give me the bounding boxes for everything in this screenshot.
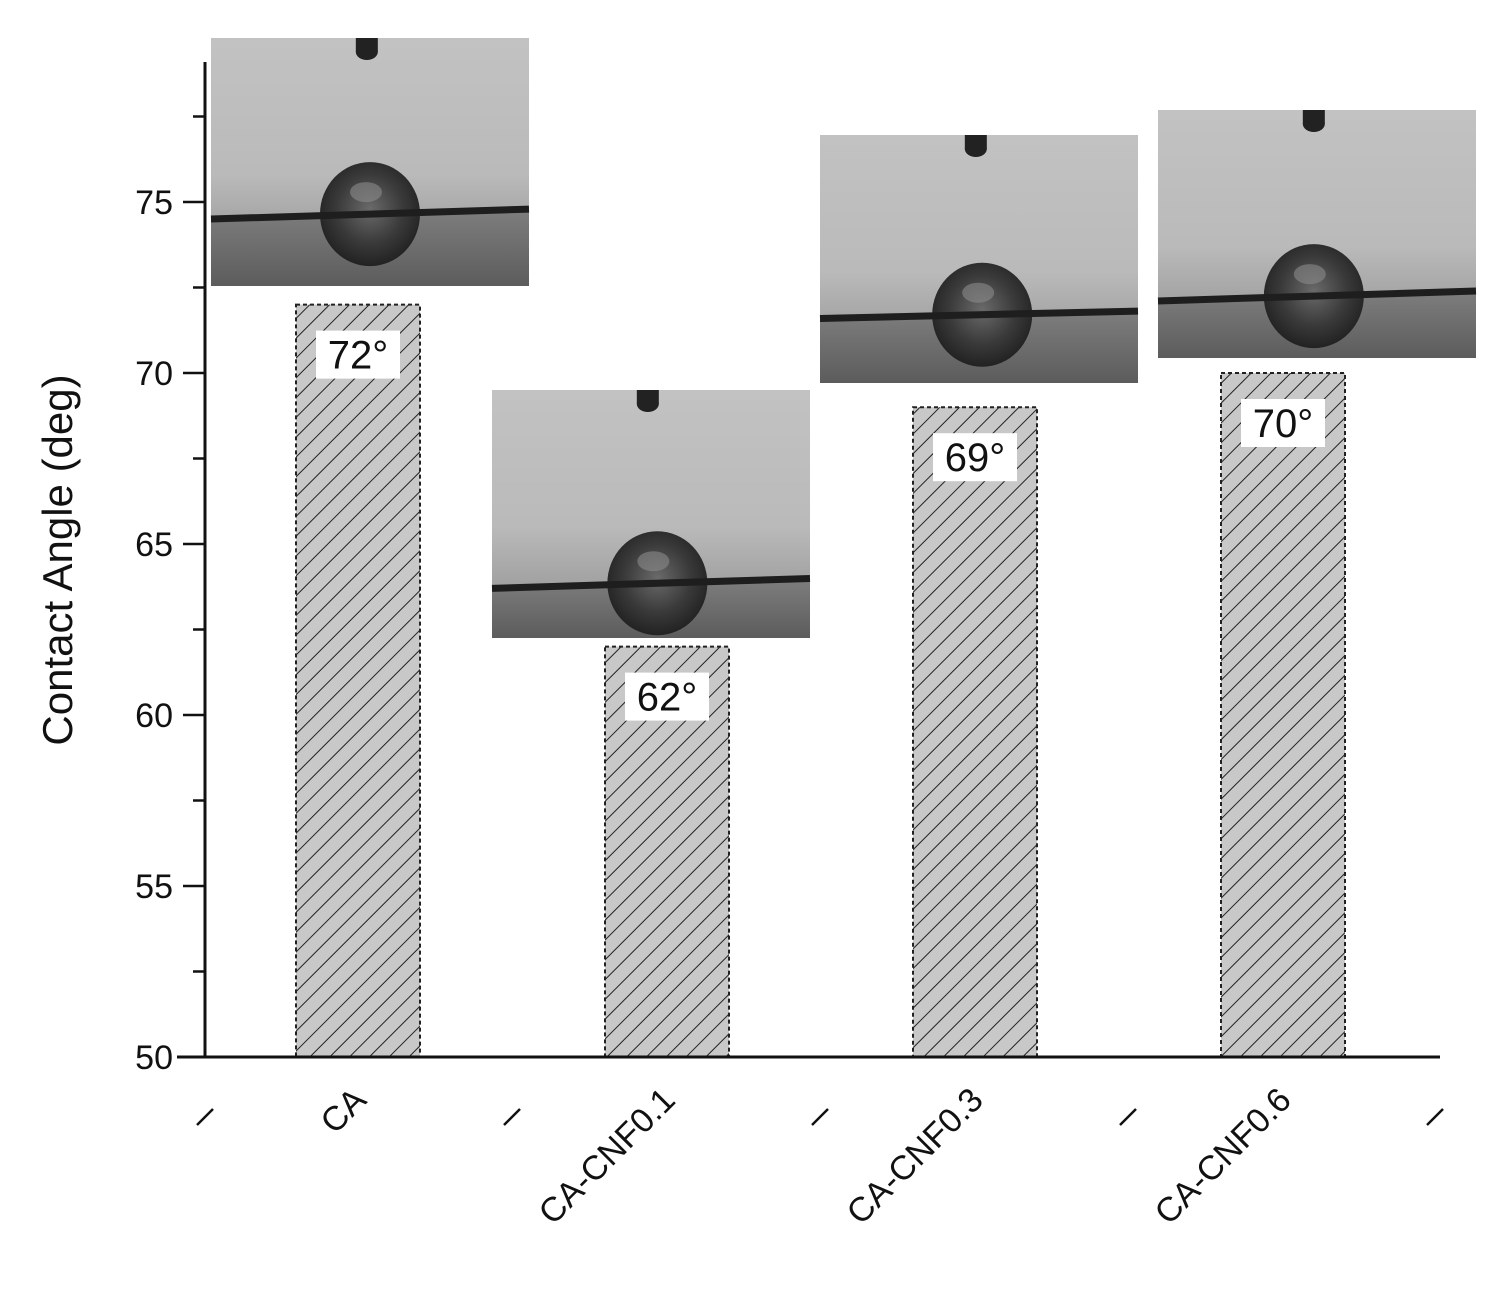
- inset-baseline: [210, 205, 530, 223]
- droplet-inset-3: [819, 135, 1139, 383]
- droplet-highlight: [1293, 264, 1326, 285]
- y-tick-label: 75: [135, 184, 173, 222]
- value-label-bg: [625, 672, 709, 721]
- droplet-inset-1: [210, 38, 530, 286]
- droplet-highlight: [962, 282, 995, 303]
- y-tick-label: 60: [135, 697, 173, 735]
- inset-baseline: [1157, 287, 1477, 305]
- bars-layer: [295, 303, 1346, 1059]
- value-label: 62°: [637, 676, 698, 720]
- droplet-inset-2: [491, 390, 811, 638]
- needle-tip: [355, 44, 378, 60]
- inset-baseline: [819, 307, 1139, 323]
- value-label-bg: [316, 330, 400, 379]
- x-tick: [811, 1108, 829, 1126]
- value-label: 69°: [945, 436, 1006, 480]
- inset-baseline: [491, 574, 811, 592]
- value-labels-layer: 72° 62° 69° 70°: [316, 330, 1325, 721]
- bar-ca: [295, 303, 421, 1059]
- needle-tip: [964, 141, 987, 157]
- x-tick: [503, 1108, 521, 1126]
- droplet-inset-4: [1157, 110, 1477, 358]
- bar-ca-cnf03: [912, 406, 1038, 1058]
- value-label: 70°: [1253, 402, 1314, 446]
- category-label: CA-CNF0.1: [532, 1081, 683, 1232]
- category-label: CA-CNF0.6: [1148, 1081, 1299, 1232]
- y-tick-label: 65: [135, 526, 173, 564]
- x-tick: [1119, 1108, 1137, 1126]
- y-tick-label: 50: [135, 1039, 173, 1077]
- value-label: 72°: [328, 334, 389, 378]
- insets-layer: [210, 38, 1477, 638]
- category-label: CA-CNF0.3: [840, 1081, 991, 1232]
- needle-tip: [1302, 116, 1325, 132]
- category-label: CA: [313, 1081, 373, 1141]
- value-label-bg: [1241, 399, 1325, 447]
- droplet-highlight: [350, 182, 382, 203]
- needle-tip: [636, 396, 659, 412]
- x-tick: [196, 1108, 214, 1126]
- y-tick-label: 70: [135, 355, 173, 393]
- y-tick-label: 55: [135, 868, 173, 906]
- bar-ca-cnf06: [1220, 372, 1346, 1058]
- droplet-highlight: [637, 551, 670, 572]
- y-axis-title: Contact Angle (deg): [34, 374, 81, 745]
- value-label-bg: [933, 433, 1017, 482]
- x-tick: [1426, 1108, 1444, 1126]
